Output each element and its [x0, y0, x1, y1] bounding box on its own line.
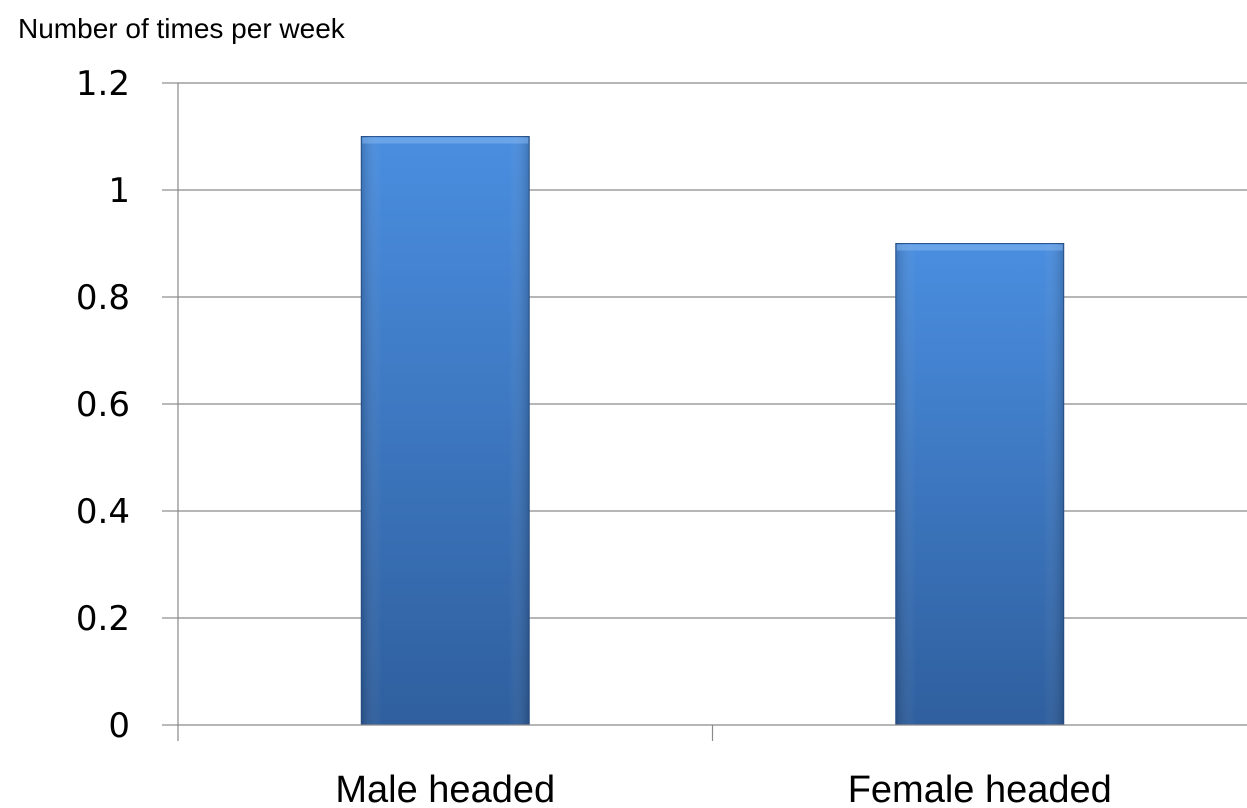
y-tick-label: 1.2: [76, 64, 130, 104]
bar-shading: [895, 243, 1064, 725]
y-tick-label: 0.4: [76, 492, 130, 532]
bar-1: [895, 243, 1065, 726]
axes: [162, 82, 1247, 741]
bar-highlight: [896, 244, 1063, 251]
x-tick-labels: Male headed Female headed: [335, 769, 1111, 808]
bar-0: [360, 136, 530, 726]
bars: [360, 136, 1065, 726]
y-tick-label: 0.6: [76, 385, 130, 425]
y-tick-label: 0.2: [76, 599, 130, 639]
y-tick-label: 0.8: [76, 278, 130, 318]
y-tick-label: 0: [108, 706, 130, 746]
y-tick-label: 1: [108, 171, 130, 211]
x-tick-label: Male headed: [335, 769, 555, 808]
bar-highlight: [362, 137, 529, 144]
y-axis-label: Number of times per week: [18, 13, 346, 44]
bar-shading: [361, 136, 530, 725]
gridlines: [178, 82, 1247, 619]
x-tick-label: Female headed: [848, 769, 1112, 808]
y-tick-labels: 0 0.2 0.4 0.6 0.8 1 1.2: [76, 64, 130, 746]
